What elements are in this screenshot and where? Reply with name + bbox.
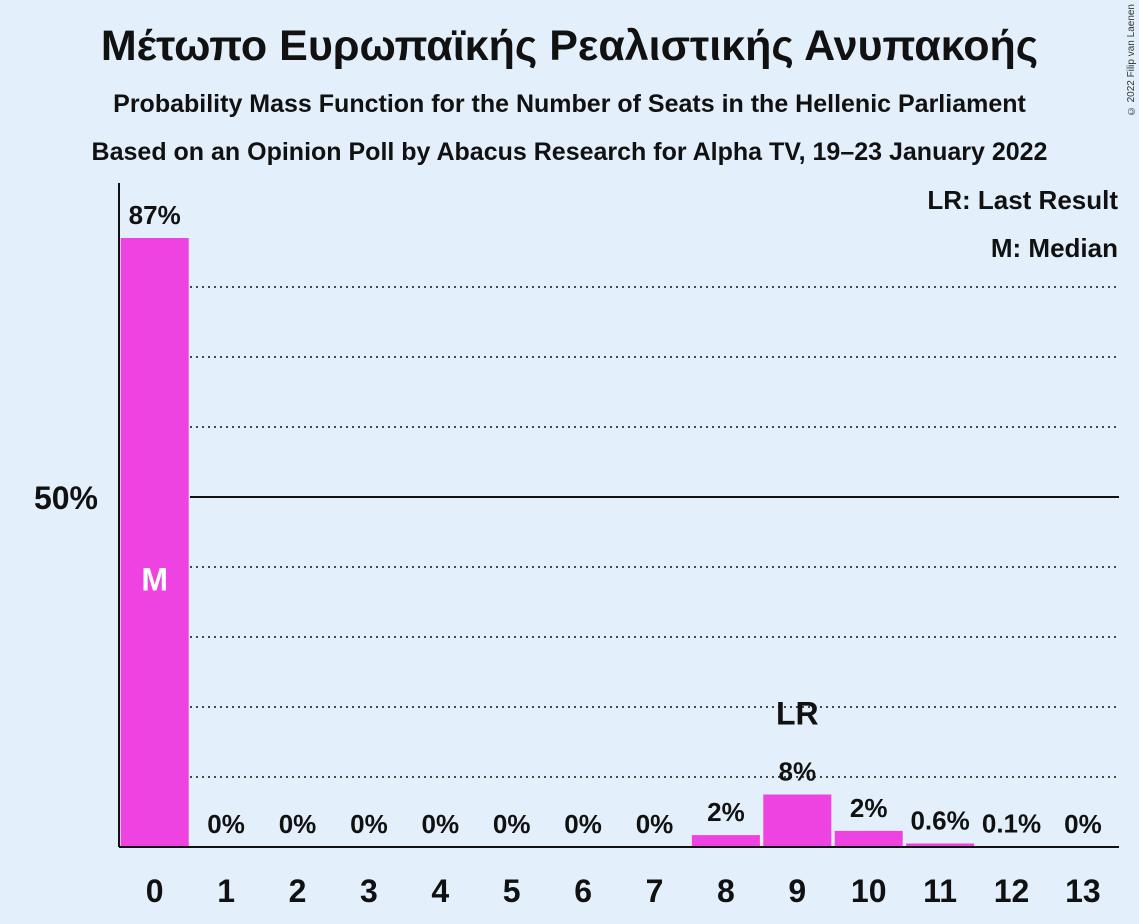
chart-title: Μέτωπο Ευρωπαϊκής Ρεαλιστικής Ανυπακοής	[100, 22, 1039, 70]
data-label-8: 2%	[707, 797, 745, 827]
axes	[118, 183, 1119, 848]
x-tick-11: 11	[923, 873, 957, 909]
x-tick-13: 13	[1065, 873, 1101, 909]
median-marker: M	[141, 562, 168, 598]
x-tick-2: 2	[289, 873, 307, 909]
x-tick-8: 8	[717, 873, 735, 909]
chart-subtitle-2: Based on an Opinion Poll by Abacus Resea…	[91, 138, 1048, 166]
data-label-3: 0%	[350, 809, 388, 839]
data-label-10: 2%	[850, 793, 888, 823]
y-tick-labels: 50%	[34, 480, 98, 516]
legend: LR: Last Result M: Median	[927, 185, 1118, 263]
x-tick-3: 3	[360, 873, 378, 909]
data-label-13: 0%	[1064, 809, 1102, 839]
x-tick-6: 6	[574, 873, 592, 909]
data-label-1: 0%	[207, 809, 245, 839]
data-label-11: 0.6%	[910, 806, 969, 836]
bar-10	[834, 830, 903, 847]
data-label-12: 0.1%	[982, 808, 1041, 838]
chart-subtitle-1: Probability Mass Function for the Number…	[113, 90, 1026, 118]
legend-last-result: LR: Last Result	[927, 185, 1118, 215]
legend-median: M: Median	[991, 233, 1118, 263]
x-tick-12: 12	[994, 873, 1030, 909]
data-label-0: 87%	[129, 200, 181, 230]
x-tick-9: 9	[788, 873, 806, 909]
data-label-6: 0%	[564, 809, 602, 839]
x-tick-7: 7	[646, 873, 664, 909]
bar-8	[691, 835, 760, 847]
x-tick-0: 0	[146, 873, 164, 909]
data-label-9: 8%	[779, 757, 817, 787]
bar-11	[906, 843, 975, 847]
gridlines	[190, 286, 1119, 778]
bar-9	[763, 794, 832, 847]
data-label-5: 0%	[493, 809, 531, 839]
x-tick-10: 10	[851, 873, 887, 909]
bars	[120, 238, 1046, 847]
x-tick-labels: 0 1 2 3 4 5 6 7 8 9 10 11 12 13	[146, 873, 1101, 909]
x-tick-4: 4	[431, 873, 449, 909]
x-tick-5: 5	[503, 873, 521, 909]
data-labels: 87% 0% 0% 0% 0% 0% 0% 0% 2% 8% 2% 0.6% 0.1% 0% M LR	[129, 200, 1102, 839]
data-label-4: 0%	[422, 809, 460, 839]
y-tick-50: 50%	[34, 480, 98, 516]
bar-0	[120, 238, 189, 847]
last-result-marker: LR	[776, 696, 819, 732]
x-tick-1: 1	[217, 873, 235, 909]
data-label-2: 0%	[279, 809, 317, 839]
data-label-7: 0%	[636, 809, 674, 839]
